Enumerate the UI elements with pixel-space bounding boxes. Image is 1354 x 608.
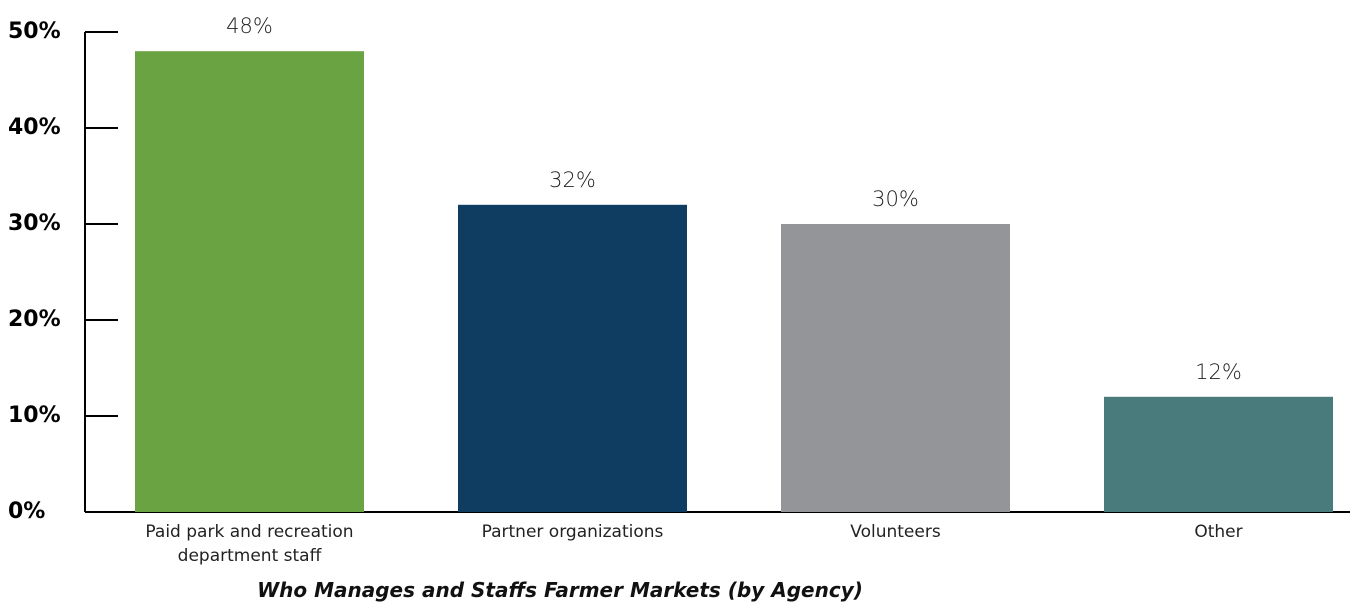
y-tick-label: 0%	[8, 499, 45, 524]
bar	[135, 51, 364, 512]
value-label: 32%	[549, 168, 596, 192]
bar	[458, 204, 687, 513]
y-tick-label: 30%	[8, 211, 61, 236]
bar	[781, 224, 1010, 512]
x-tick-label: Partner organizations	[481, 522, 664, 542]
value-label: 12%	[1195, 360, 1242, 384]
chart-title: Who Manages and Staffs Farmer Markets (b…	[257, 578, 863, 602]
x-tick-label: Other	[1194, 522, 1243, 542]
value-label: 48%	[226, 14, 273, 38]
y-tick-label: 10%	[8, 403, 61, 428]
bar	[1104, 396, 1333, 512]
y-tick-label: 40%	[8, 115, 61, 140]
y-tick-label: 20%	[8, 307, 61, 332]
x-tick-label: Paid park and recreation department staf…	[145, 522, 354, 566]
x-tick-label: Volunteers	[850, 522, 941, 542]
y-tick-label: 50%	[8, 19, 61, 44]
value-label: 30%	[872, 187, 919, 211]
